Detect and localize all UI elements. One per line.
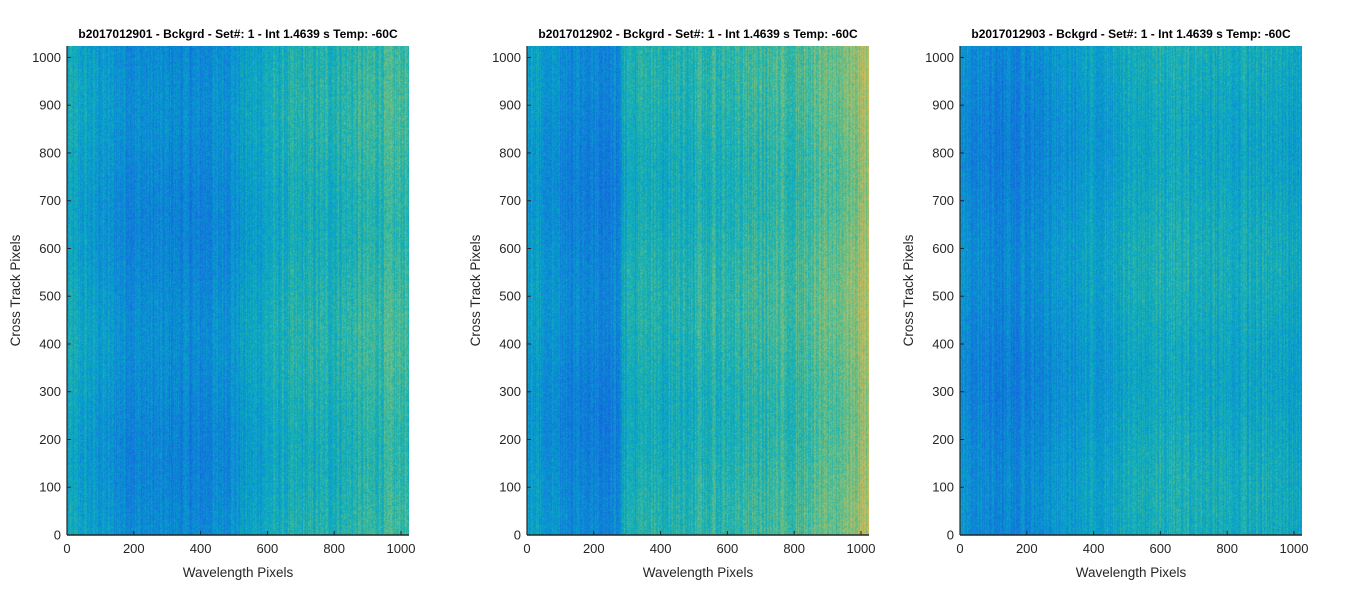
plot-title-1: b2017012901 - Bckgrd - Set#: 1 - Int 1.4… [78,27,398,41]
x-tick-label: 1000 [1280,541,1309,556]
y-tick-label: 100 [39,480,61,495]
x-tick-label: 1000 [387,541,416,556]
y-tick-label: 200 [39,432,61,447]
y-tick-label: 300 [932,384,954,399]
y-tick-label: 900 [499,98,521,113]
x-axis-label-2: Wavelength Pixels [643,565,754,580]
y-tick-label: 200 [932,432,954,447]
y-tick-label: 700 [932,193,954,208]
y-tick-label: 500 [932,289,954,304]
y-tick-label: 0 [514,528,521,543]
y-tick-label: 1000 [925,50,954,65]
heatmap-1 [67,46,409,535]
y-tick-label: 500 [499,289,521,304]
y-tick-label: 700 [39,193,61,208]
x-tick-label: 0 [956,541,963,556]
x-tick-label: 0 [523,541,530,556]
y-tick-label: 900 [39,98,61,113]
y-axis-label-3: Cross Track Pixels [901,234,916,346]
y-tick-label: 800 [932,145,954,160]
y-tick-label: 100 [499,480,521,495]
y-tick-label: 0 [947,528,954,543]
y-tick-label: 1000 [492,50,521,65]
x-tick-label: 800 [1216,541,1238,556]
x-tick-label: 800 [783,541,805,556]
y-axis-label-2: Cross Track Pixels [468,234,483,346]
y-tick-label: 700 [499,193,521,208]
y-tick-label: 1000 [32,50,61,65]
heatmap-2 [527,46,869,535]
y-tick-label: 0 [54,528,61,543]
x-tick-label: 600 [257,541,279,556]
y-tick-label: 300 [499,384,521,399]
y-tick-label: 400 [39,336,61,351]
x-tick-label: 200 [123,541,145,556]
y-tick-label: 600 [499,241,521,256]
x-axis-label-3: Wavelength Pixels [1076,565,1187,580]
x-tick-label: 400 [1083,541,1105,556]
x-tick-label: 1000 [847,541,876,556]
y-tick-label: 400 [499,336,521,351]
heatmap-3 [960,46,1302,535]
y-tick-label: 300 [39,384,61,399]
y-tick-label: 600 [932,241,954,256]
x-tick-label: 600 [1150,541,1172,556]
plot-title-2: b2017012902 - Bckgrd - Set#: 1 - Int 1.4… [538,27,858,41]
x-axis-label-1: Wavelength Pixels [183,565,294,580]
y-tick-label: 100 [932,480,954,495]
y-tick-label: 600 [39,241,61,256]
y-tick-label: 400 [932,336,954,351]
y-tick-label: 900 [932,98,954,113]
y-tick-label: 500 [39,289,61,304]
y-tick-label: 200 [499,432,521,447]
x-tick-label: 200 [1016,541,1038,556]
y-tick-label: 800 [39,145,61,160]
plot-title-3: b2017012903 - Bckgrd - Set#: 1 - Int 1.4… [971,27,1291,41]
x-tick-label: 0 [63,541,70,556]
x-tick-label: 600 [717,541,739,556]
x-tick-label: 400 [650,541,672,556]
x-tick-label: 800 [323,541,345,556]
y-axis-label-1: Cross Track Pixels [8,234,23,346]
x-tick-label: 400 [190,541,212,556]
y-tick-label: 800 [499,145,521,160]
x-tick-label: 200 [583,541,605,556]
